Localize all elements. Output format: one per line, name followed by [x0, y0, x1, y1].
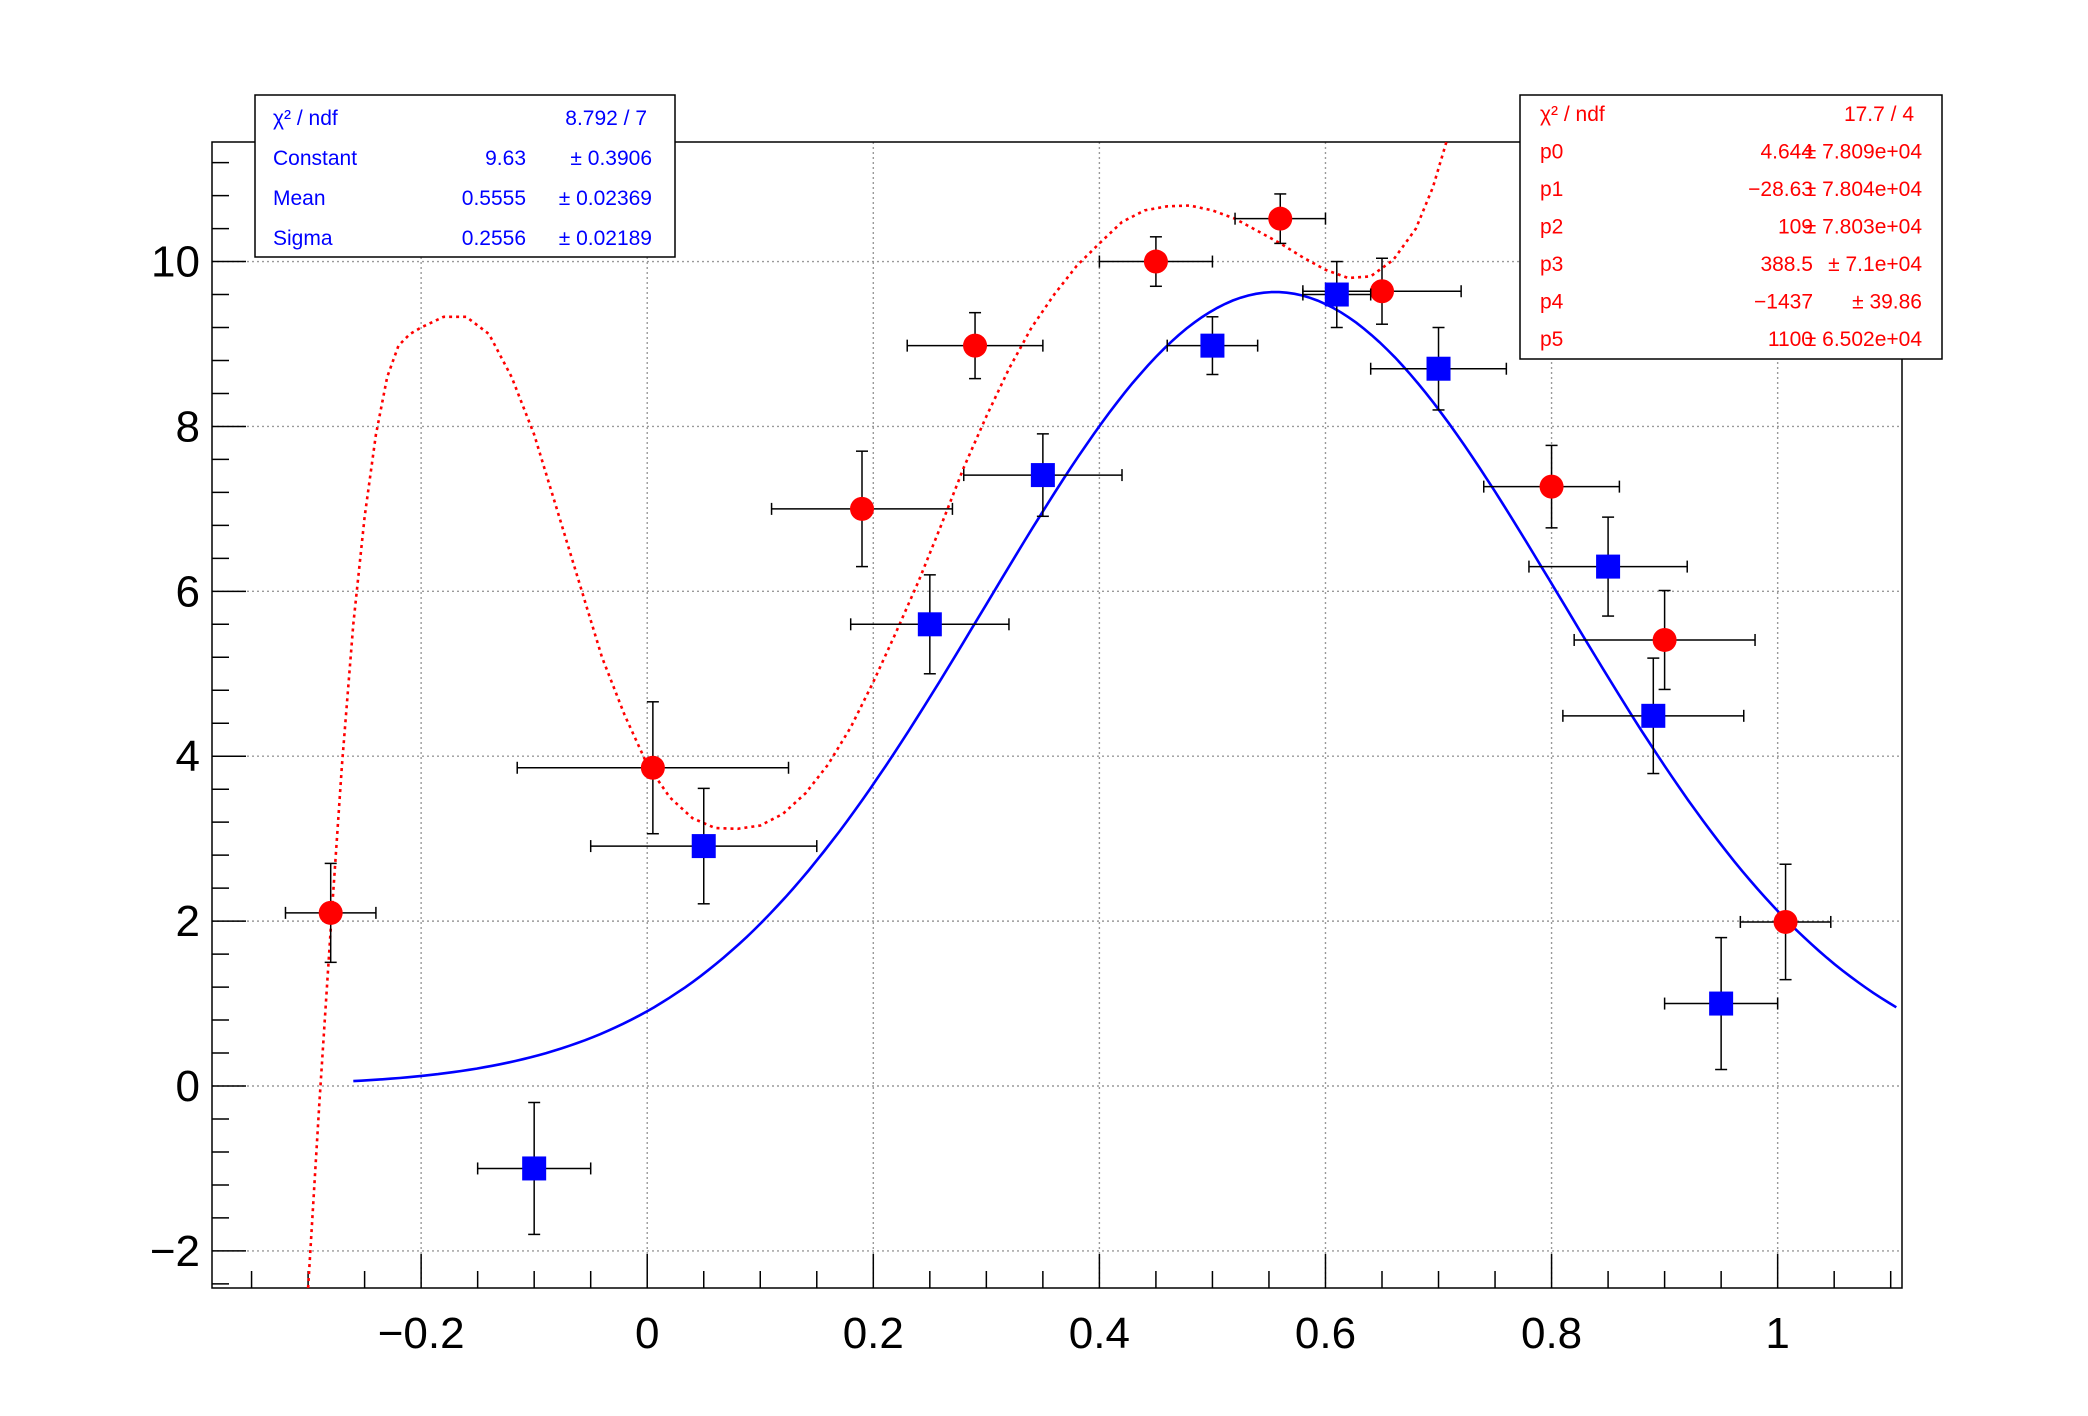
stat-error: ± 7.809e+04 — [1805, 141, 1923, 164]
red-circle-point — [516, 701, 790, 835]
stat-boxes: χ² / ndf 8.792 / 7 Constant 9.63 ± 0.3906 Mea… — [254, 94, 1943, 360]
blue-square-point — [1528, 516, 1688, 617]
stat-label: p2 — [1540, 216, 1563, 239]
plot-frame — [211, 141, 1903, 1289]
stat-value: 4.644 — [1760, 141, 1813, 164]
square-marker — [1200, 333, 1225, 358]
circle-marker — [640, 755, 665, 780]
blue-square-point — [589, 787, 818, 905]
blue-square-point — [1663, 936, 1779, 1071]
blue-square-point — [962, 433, 1123, 518]
x-tick-label: 0.4 — [1069, 1309, 1130, 1358]
stat-error: ± 0.3906 — [570, 147, 652, 170]
stat-error: ± 0.02189 — [559, 227, 652, 250]
blue-square-point — [1562, 657, 1745, 775]
square-marker — [917, 612, 942, 637]
stat-label: χ² / ndf — [273, 107, 338, 130]
polynomial-fit-stat-box: χ² / ndf 17.7 / 4 p0 4.644± 7.809e+04 p1 −28.… — [1519, 94, 1943, 360]
stat-label: Sigma — [273, 227, 333, 250]
red-circle-point — [1573, 589, 1756, 691]
square-marker — [522, 1156, 547, 1181]
stat-label: p3 — [1540, 253, 1563, 276]
square-marker — [1596, 554, 1621, 579]
square-marker — [691, 834, 716, 859]
y-tick-label: 0 — [176, 1062, 200, 1111]
x-tick-label: 0.8 — [1521, 1309, 1582, 1358]
y-tick-label: −2 — [150, 1227, 200, 1276]
circle-marker — [850, 496, 874, 521]
grid-lines — [212, 142, 1902, 1288]
square-marker — [1709, 991, 1734, 1016]
stat-error: ± 39.86 — [1852, 291, 1922, 314]
y-tick-label: 8 — [176, 402, 200, 451]
red-circle-point — [1098, 236, 1214, 288]
stat-value: 0.2556 — [462, 227, 526, 250]
blue-square-point — [476, 1101, 592, 1236]
blue-square-point — [1166, 316, 1259, 376]
stat-value: 17.7 / 4 — [1844, 103, 1914, 126]
red-circle-point — [770, 450, 954, 568]
circle-marker — [1143, 249, 1168, 274]
square-marker — [1324, 282, 1349, 307]
stat-label: Constant — [273, 147, 357, 170]
square-marker — [1641, 703, 1666, 728]
blue-square-point — [1302, 260, 1372, 329]
stat-value: 1100 — [1768, 328, 1813, 351]
fit-curves — [306, 142, 1897, 1288]
stat-error: ± 6.502e+04 — [1805, 328, 1923, 351]
circle-marker — [1539, 474, 1564, 499]
stat-error: ± 7.803e+04 — [1805, 216, 1923, 239]
stat-error: ± 7.804e+04 — [1805, 178, 1923, 201]
stat-value: 9.63 — [485, 147, 526, 170]
x-tick-label: 1 — [1765, 1309, 1789, 1358]
y-tick-label: 10 — [151, 238, 200, 287]
polynomial-fit-curve — [306, 142, 1448, 1288]
y-tick-label: 6 — [176, 567, 200, 616]
x-tick-label: −0.2 — [378, 1309, 465, 1358]
stat-label: Mean — [273, 187, 326, 210]
circle-marker — [1652, 627, 1677, 652]
stat-box-frame — [254, 94, 676, 258]
stat-label: p1 — [1540, 178, 1563, 201]
data-points — [284, 193, 1832, 1236]
red-circle-point — [1739, 863, 1832, 981]
square-marker — [1426, 356, 1451, 381]
stat-value: 109 — [1778, 216, 1813, 239]
gaussian-fit-curve — [353, 290, 1897, 1083]
circle-marker — [318, 900, 343, 925]
y-tick-label: 2 — [176, 897, 200, 946]
axes: −0.2 0 0.2 0.4 0.6 0.8 1 −2 0 2 4 6 8 10 — [150, 141, 1903, 1358]
x-tick-label: 0.2 — [843, 1309, 904, 1358]
stat-error: ± 7.1e+04 — [1828, 253, 1922, 276]
red-circle-point — [906, 311, 1044, 380]
blue-square-point — [849, 574, 1010, 675]
stat-value: 8.792 / 7 — [565, 107, 647, 130]
x-tick-label: 0.6 — [1295, 1309, 1356, 1358]
red-circle-point — [1482, 444, 1621, 529]
stat-label: p4 — [1540, 291, 1564, 314]
stat-value: −1437 — [1754, 291, 1813, 314]
stat-label: χ² / ndf — [1540, 103, 1605, 126]
y-tick-label: 4 — [176, 732, 200, 781]
stat-value: 0.5555 — [462, 187, 526, 210]
x-tick-label: 0 — [635, 1309, 659, 1358]
red-circle-point — [1234, 193, 1327, 245]
red-circle-point — [284, 862, 377, 964]
circle-marker — [1773, 909, 1798, 934]
stat-value: −28.63 — [1748, 178, 1813, 201]
stat-label: p0 — [1540, 141, 1563, 164]
stat-box-frame — [1519, 94, 1943, 360]
circle-marker — [1268, 206, 1293, 231]
stat-label: p5 — [1540, 328, 1563, 351]
blue-square-point — [1369, 326, 1508, 411]
square-marker — [1030, 463, 1055, 488]
stat-value: 388.5 — [1760, 253, 1813, 276]
gaussian-fit-stat-box: χ² / ndf 8.792 / 7 Constant 9.63 ± 0.3906 Mea… — [254, 94, 676, 258]
circle-marker — [1370, 279, 1394, 304]
stat-error: ± 0.02369 — [559, 187, 652, 210]
circle-marker — [963, 333, 988, 358]
